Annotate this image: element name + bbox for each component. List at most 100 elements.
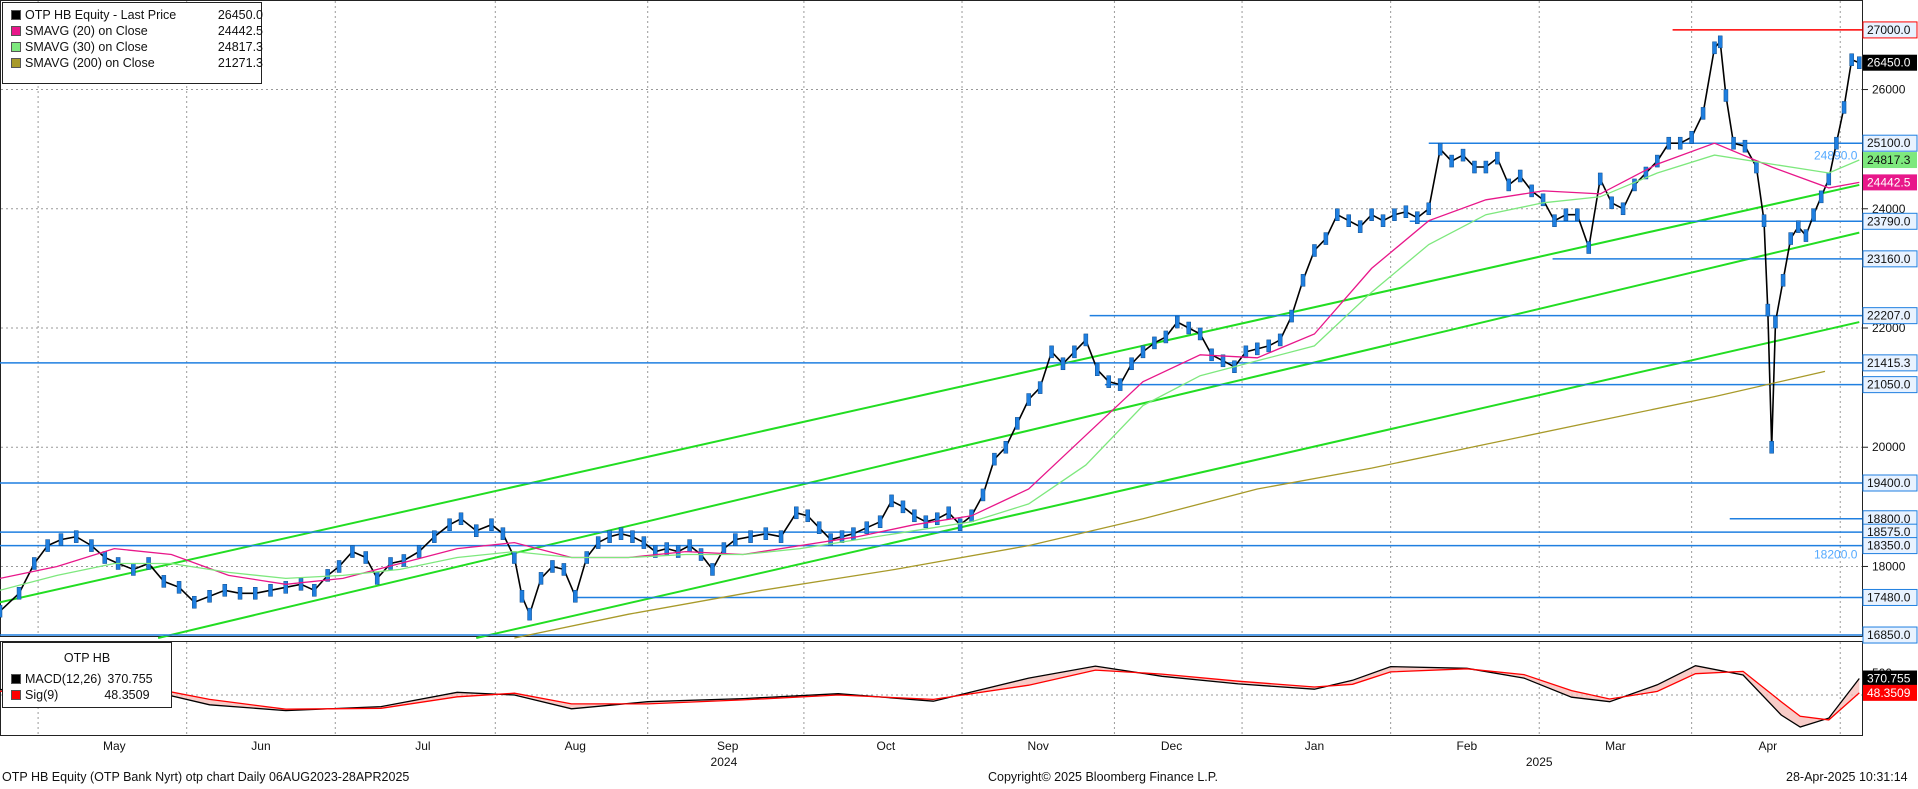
legend-swatch-last-price — [11, 10, 21, 20]
price-candle — [1312, 244, 1317, 257]
price-candle — [794, 506, 799, 520]
price-candle — [1437, 142, 1443, 156]
legend-item-last-price: OTP HB Equity - Last Price 26450.0 — [11, 7, 263, 23]
level-label: 25100.0 — [1867, 136, 1911, 150]
price-candle — [432, 530, 437, 543]
price-y-tick-label: 26000 — [1872, 83, 1906, 97]
level-label-box — [1862, 588, 1918, 606]
price-candle — [1796, 220, 1801, 233]
legend-item-smavg-200: SMAVG (200) on Close 21271.3 — [11, 55, 263, 71]
legend-label: OTP HB Equity - Last Price — [25, 8, 177, 22]
price-candle — [763, 527, 769, 540]
price-y-tick-label: 24000 — [1872, 202, 1906, 216]
legend-value: 48.3509 — [104, 688, 150, 702]
price-candle — [805, 509, 810, 523]
price-series-line — [0, 154, 1860, 591]
legend-swatch-signal — [11, 690, 21, 700]
price-candle — [89, 539, 94, 552]
level-label: 21050.0 — [1867, 378, 1911, 392]
level-label: 22207.0 — [1867, 309, 1911, 323]
price-candle — [527, 607, 532, 621]
price-candle — [1186, 321, 1191, 335]
price-candle — [58, 533, 64, 546]
price-candle — [1015, 417, 1020, 430]
price-candle — [374, 572, 380, 585]
price-candle — [1255, 342, 1260, 356]
price-candle — [816, 521, 822, 534]
price-candle — [1769, 440, 1774, 454]
level-label: 21415.3 — [1867, 356, 1911, 370]
price-candle — [946, 506, 951, 520]
price-candle — [664, 542, 669, 555]
legend-value: 370.755 — [107, 672, 153, 686]
price-candle — [900, 500, 906, 514]
price-candle — [489, 518, 494, 531]
price-candle — [1346, 214, 1351, 227]
x-tick-label-year: 2025 — [1526, 755, 1553, 769]
trend-channel-line — [157, 231, 1860, 639]
macd-current-value-box — [1863, 684, 1917, 701]
legend-swatch-smavg-200 — [11, 58, 21, 68]
trend-channel-line — [476, 321, 1860, 639]
x-tick-label-month: Mar — [1605, 739, 1626, 753]
price-candle — [1517, 169, 1523, 183]
price-y-tick-label: 18000 — [1872, 559, 1906, 573]
price-candle — [1655, 154, 1660, 168]
price-candle — [176, 581, 182, 594]
level-label: 23160.0 — [1867, 252, 1911, 266]
legend-swatch-macd — [11, 674, 21, 684]
legend-value: 24442.5 — [217, 24, 263, 38]
level-label-box — [1862, 212, 1918, 230]
price-candle — [1449, 154, 1454, 168]
x-tick-label-month: Jul — [415, 739, 430, 753]
x-tick-label-month: Oct — [876, 739, 895, 753]
price-candle — [1742, 139, 1748, 153]
price-candle — [778, 530, 784, 543]
price-candle — [1834, 136, 1839, 150]
level-label: 18575.0 — [1867, 525, 1911, 539]
price-legend: OTP HB Equity - Last Price 26450.0 SMAVG… — [2, 2, 263, 84]
price-candle — [1220, 354, 1226, 368]
footer-description: OTP HB Equity (OTP Bank Nyrt) otp chart … — [2, 770, 410, 784]
macd-current-value-label: 48.3509 — [1867, 686, 1911, 700]
x-tick-label-month: Sep — [717, 739, 739, 753]
price-y-tick-label: 22000 — [1872, 321, 1906, 335]
legend-item-signal: Sig(9) 48.3509 — [11, 687, 150, 703]
price-candle — [992, 452, 997, 466]
price-candle — [675, 545, 681, 558]
price-candle — [1357, 220, 1363, 233]
price-candle — [1495, 151, 1500, 165]
price-candle — [1731, 136, 1736, 150]
price-candle — [561, 563, 567, 576]
price-candle — [618, 527, 624, 540]
price-candle — [1773, 315, 1778, 329]
price-candle — [16, 587, 22, 600]
price-candle — [1289, 309, 1294, 323]
legend-label: SMAVG (20) on Close — [25, 24, 148, 38]
level-label-box — [1862, 134, 1918, 152]
current-value-box — [1863, 54, 1917, 71]
current-value-label: 26450.0 — [1867, 56, 1911, 70]
price-candle — [1266, 339, 1271, 353]
faint-level-label: 24890.0 — [1814, 149, 1858, 163]
price-candle — [877, 515, 883, 528]
level-label-box — [1862, 307, 1918, 325]
price-candle — [1095, 363, 1100, 376]
price-candle — [268, 584, 273, 597]
legend-value: 21271.3 — [217, 56, 263, 70]
price-candle — [1597, 172, 1603, 186]
price-candle — [336, 560, 342, 573]
price-candle — [1483, 160, 1489, 174]
level-label-box — [1862, 354, 1918, 372]
x-tick-label-month: Jun — [251, 739, 270, 753]
price-candle — [1460, 148, 1466, 162]
price-panel-frame — [0, 0, 1863, 637]
price-candle — [1175, 315, 1180, 329]
price-candle — [839, 530, 845, 543]
x-tick-label-month: May — [103, 739, 126, 753]
price-candle — [1392, 208, 1397, 221]
price-candle — [1632, 178, 1637, 192]
price-candle — [1049, 345, 1054, 359]
price-candle — [253, 587, 258, 600]
price-candle — [1083, 333, 1089, 347]
